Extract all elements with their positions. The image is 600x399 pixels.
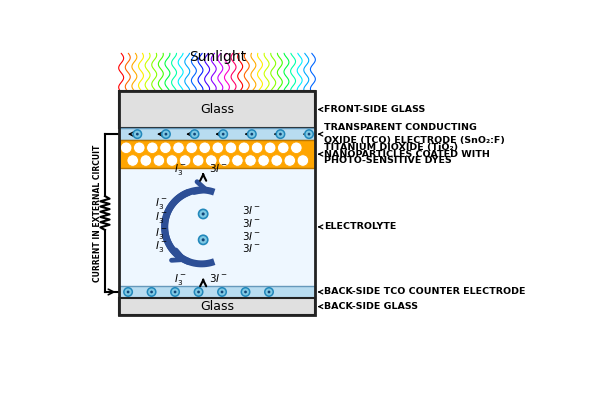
Text: BACK-SIDE GLASS: BACK-SIDE GLASS <box>325 302 418 311</box>
Text: $I_3^-$: $I_3^-$ <box>155 239 168 255</box>
Text: Sunlight: Sunlight <box>189 50 246 64</box>
Circle shape <box>199 142 211 154</box>
Text: $I_3^-$: $I_3^-$ <box>155 196 168 211</box>
Circle shape <box>127 290 130 293</box>
Circle shape <box>219 130 227 138</box>
Circle shape <box>190 130 199 138</box>
Circle shape <box>244 290 247 293</box>
Text: ELECTROLYTE: ELECTROLYTE <box>325 222 397 231</box>
Circle shape <box>194 288 203 296</box>
Text: NANOPARTICLES COATED WITH: NANOPARTICLES COATED WITH <box>325 150 490 159</box>
Circle shape <box>193 155 204 166</box>
Circle shape <box>276 130 284 138</box>
Circle shape <box>308 133 310 136</box>
Text: $3I^-$: $3I^-$ <box>242 230 262 242</box>
Circle shape <box>160 142 171 154</box>
Circle shape <box>277 142 289 154</box>
Text: $I_3^-$: $I_3^-$ <box>155 225 168 241</box>
Text: $3I^-$: $3I^-$ <box>242 243 262 255</box>
Circle shape <box>265 288 273 296</box>
Circle shape <box>212 142 224 154</box>
Circle shape <box>251 142 263 154</box>
Circle shape <box>140 155 152 166</box>
Text: $3I^-$: $3I^-$ <box>209 162 229 174</box>
Bar <box>119 286 315 298</box>
Circle shape <box>199 235 208 245</box>
Text: $3I^-$: $3I^-$ <box>242 217 262 229</box>
Circle shape <box>222 133 224 136</box>
Circle shape <box>146 142 158 154</box>
Circle shape <box>245 155 256 166</box>
Text: Glass: Glass <box>200 300 234 313</box>
Bar <box>119 168 315 286</box>
Circle shape <box>238 142 250 154</box>
Circle shape <box>193 133 196 136</box>
Text: $I_3^-$: $I_3^-$ <box>173 272 186 287</box>
Circle shape <box>271 155 283 166</box>
Text: CURRENT IN EXTERNAL CIRCUIT: CURRENT IN EXTERNAL CIRCUIT <box>93 144 102 282</box>
Circle shape <box>164 133 167 136</box>
Circle shape <box>136 133 139 136</box>
Circle shape <box>284 155 296 166</box>
Text: Glass: Glass <box>200 103 234 116</box>
Bar <box>119 298 315 315</box>
Circle shape <box>248 130 256 138</box>
Circle shape <box>148 288 156 296</box>
Circle shape <box>290 142 302 154</box>
Circle shape <box>179 155 191 166</box>
Circle shape <box>250 133 253 136</box>
Circle shape <box>221 290 223 293</box>
Text: $3I^-$: $3I^-$ <box>242 204 262 216</box>
Circle shape <box>202 212 205 215</box>
Circle shape <box>197 290 200 293</box>
Circle shape <box>127 155 139 166</box>
Text: $I_3^-$: $I_3^-$ <box>173 162 186 177</box>
Circle shape <box>305 130 313 138</box>
Circle shape <box>162 130 170 138</box>
Text: TITANIUM DIOXIDE (TiO₂): TITANIUM DIOXIDE (TiO₂) <box>325 143 458 152</box>
Bar <box>119 91 315 128</box>
Text: OXIDE (TCO) ELECTRODE (SnO₂:F): OXIDE (TCO) ELECTRODE (SnO₂:F) <box>325 136 505 145</box>
Circle shape <box>265 142 276 154</box>
Text: $I_3^-$: $I_3^-$ <box>155 210 168 225</box>
Circle shape <box>241 288 250 296</box>
Circle shape <box>124 288 133 296</box>
Circle shape <box>232 155 243 166</box>
Circle shape <box>279 133 282 136</box>
Circle shape <box>186 142 197 154</box>
Text: BACK-SIDE TCO COUNTER ELECTRODE: BACK-SIDE TCO COUNTER ELECTRODE <box>325 287 526 296</box>
Circle shape <box>150 290 153 293</box>
Circle shape <box>225 142 236 154</box>
Text: PHOTO-SENSITIVE DYES: PHOTO-SENSITIVE DYES <box>325 156 452 165</box>
Circle shape <box>133 142 145 154</box>
Text: FRONT-SIDE GLASS: FRONT-SIDE GLASS <box>325 105 425 114</box>
Circle shape <box>133 130 142 138</box>
Circle shape <box>199 209 208 219</box>
Circle shape <box>166 155 178 166</box>
Circle shape <box>218 155 230 166</box>
Text: $3I^-$: $3I^-$ <box>209 272 229 284</box>
Circle shape <box>171 288 179 296</box>
Circle shape <box>258 155 269 166</box>
Circle shape <box>153 155 164 166</box>
Bar <box>119 128 315 140</box>
Circle shape <box>202 238 205 241</box>
Circle shape <box>218 288 226 296</box>
Circle shape <box>297 155 308 166</box>
Circle shape <box>268 290 271 293</box>
Circle shape <box>205 155 217 166</box>
Text: TRANSPARENT CONDUCTING: TRANSPARENT CONDUCTING <box>325 123 478 132</box>
Bar <box>119 91 315 315</box>
Circle shape <box>173 142 184 154</box>
Bar <box>119 140 315 168</box>
Circle shape <box>121 142 132 154</box>
Circle shape <box>173 290 176 293</box>
